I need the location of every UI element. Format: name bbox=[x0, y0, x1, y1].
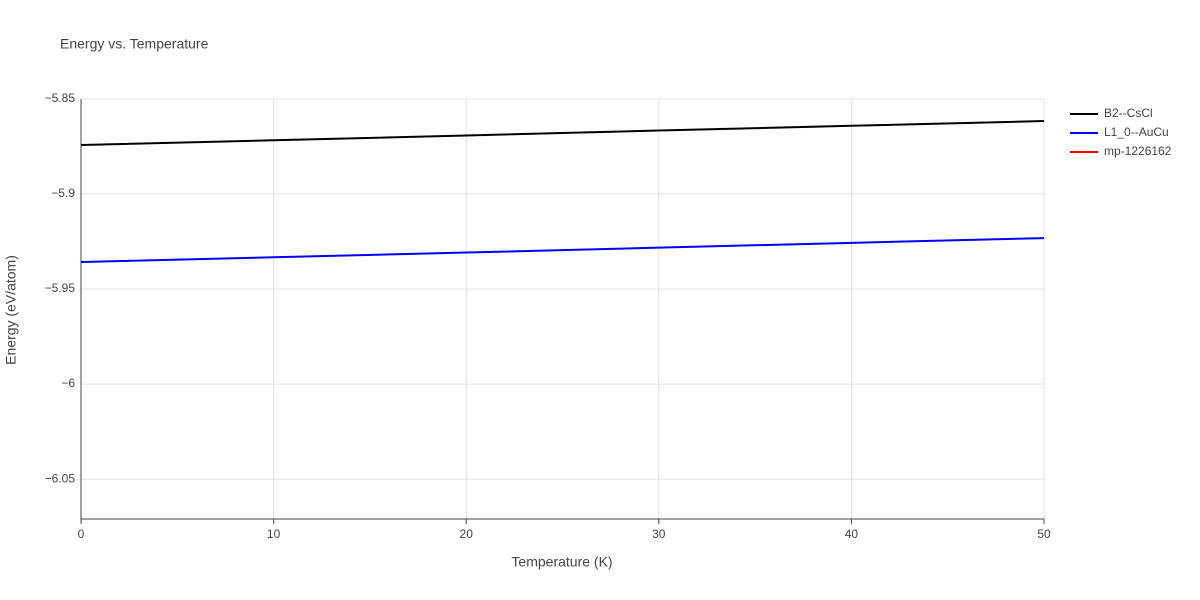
x-tick-label: 20 bbox=[460, 527, 474, 541]
legend-label: mp-1226162 bbox=[1104, 144, 1172, 158]
x-axis-label: Temperature (K) bbox=[511, 554, 612, 570]
data-line bbox=[80, 120, 1045, 146]
y-tick-label: −5.9 bbox=[51, 186, 75, 200]
x-tick-label: 0 bbox=[78, 527, 85, 541]
y-tick-label: −5.95 bbox=[45, 281, 76, 295]
legend-label: L1_0--AuCu bbox=[1104, 125, 1169, 139]
y-tick-label: −6.05 bbox=[45, 471, 76, 485]
chart-title: Energy vs. Temperature bbox=[60, 36, 209, 52]
data-line bbox=[80, 237, 1045, 264]
x-tick-label: 40 bbox=[845, 527, 859, 541]
x-tick-label: 50 bbox=[1037, 527, 1051, 541]
legend-label: B2--CsCl bbox=[1104, 106, 1153, 120]
x-tick-label: 30 bbox=[652, 527, 666, 541]
y-tick-label: −5.85 bbox=[45, 91, 76, 105]
y-tick-label: −6 bbox=[61, 376, 75, 390]
y-axis-label: Energy (eV/atom) bbox=[3, 255, 19, 365]
x-tick-label: 10 bbox=[267, 527, 281, 541]
